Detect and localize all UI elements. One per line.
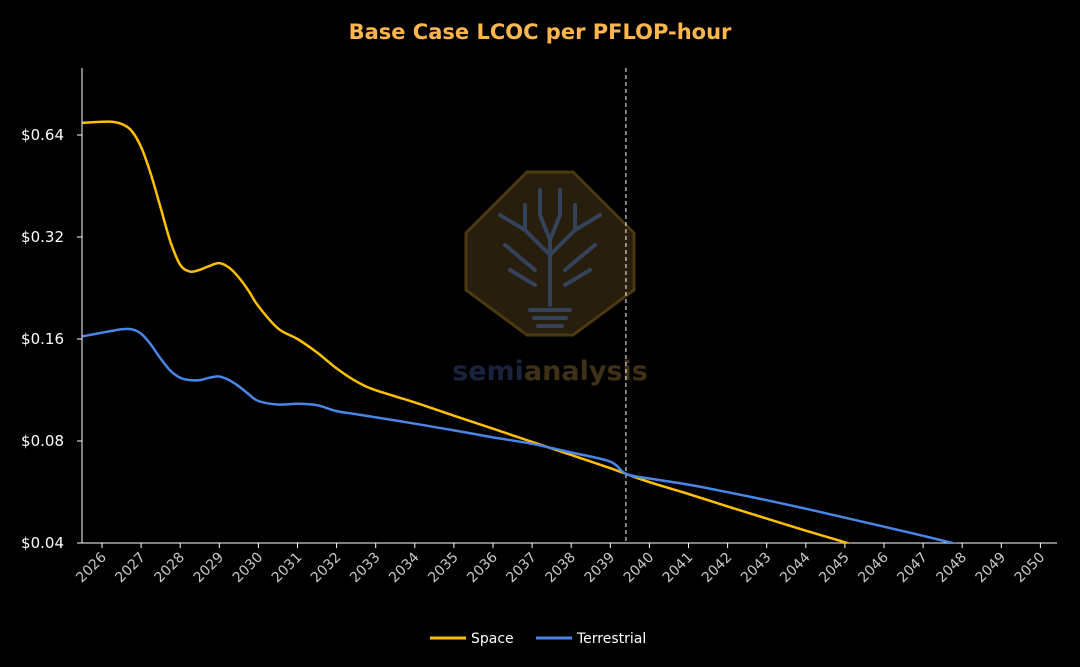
x-tick-label: 2035 — [425, 550, 462, 587]
x-tick-label: 2050 — [1012, 550, 1049, 587]
y-tick-label: $0.08 — [21, 432, 64, 450]
semianalysis-watermark: semianalysis — [452, 170, 648, 387]
x-tick-label: 2030 — [230, 550, 267, 587]
x-tick-label: 2029 — [191, 550, 228, 587]
legend-space-label: Space — [471, 631, 514, 647]
series-line-space — [82, 120, 852, 543]
watermark-text: semianalysis — [452, 356, 648, 387]
x-tick-label: 2026 — [73, 549, 110, 586]
x-tick-label: 2040 — [621, 550, 658, 587]
x-tick-label: 2034 — [386, 549, 423, 586]
x-tick-label: 2042 — [699, 550, 736, 587]
watermark-semi: semi — [452, 356, 524, 387]
x-tick-label: 2048 — [934, 550, 971, 587]
legend: Space Terrestrial — [430, 631, 646, 647]
y-ticks: $0.04 $0.08 $0.16 $0.32 $0.64 — [21, 126, 82, 552]
x-tick-label: 2045 — [816, 550, 853, 587]
y-tick-label: $0.04 — [21, 534, 64, 552]
x-tick-label: 2036 — [464, 549, 501, 586]
x-tick-label: 2033 — [347, 550, 384, 587]
x-tick-label: 2027 — [112, 550, 149, 587]
y-tick-label: $0.64 — [21, 126, 64, 144]
x-tick-label: 2028 — [152, 550, 189, 587]
series-line-terrestrial — [82, 327, 958, 543]
tree-circuit-icon — [498, 188, 602, 328]
watermark-analysis: analysis — [524, 356, 648, 387]
x-tick-label: 2037 — [503, 550, 540, 587]
x-ticks: 2026 2027 2028 2029 2030 2031 2032 2033 2034 2035… — [73, 543, 1048, 586]
x-tick-label: 2038 — [543, 550, 580, 587]
legend-terrestrial-label: Terrestrial — [576, 631, 646, 647]
x-tick-label: 2044 — [777, 549, 814, 586]
x-tick-label: 2031 — [269, 550, 306, 587]
x-tick-label: 2041 — [660, 550, 697, 587]
y-tick-label: $0.32 — [21, 228, 64, 246]
chart-title: Base Case LCOC per PFLOP-hour — [349, 20, 732, 44]
series-lines — [82, 120, 958, 543]
x-tick-label: 2047 — [894, 550, 931, 587]
x-tick-label: 2049 — [973, 550, 1010, 587]
x-tick-label: 2046 — [855, 549, 892, 586]
x-tick-label: 2032 — [308, 550, 345, 587]
x-tick-label: 2039 — [582, 550, 619, 587]
y-tick-label: $0.16 — [21, 330, 64, 348]
x-tick-label: 2043 — [738, 550, 775, 587]
